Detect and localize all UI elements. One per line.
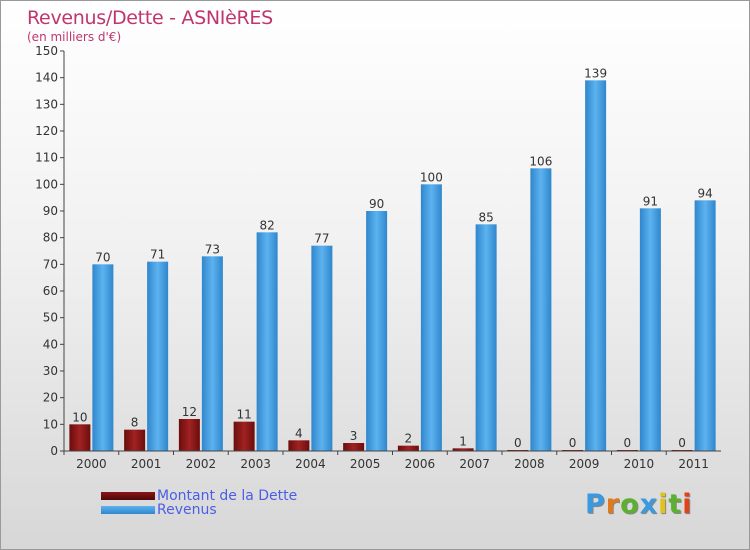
y-tick-label: 110 <box>35 151 58 165</box>
bar-revenus <box>201 256 223 451</box>
logo-letter: i <box>658 489 669 520</box>
x-tick-label: 2002 <box>186 457 217 471</box>
y-tick-label: 10 <box>43 417 58 431</box>
data-label-revenus: 70 <box>95 250 110 264</box>
bar-dette <box>178 419 200 451</box>
y-tick-label: 20 <box>43 391 58 405</box>
x-tick-label: 2003 <box>240 457 271 471</box>
logo-letter: o <box>620 489 640 520</box>
data-label-dette: 4 <box>295 426 303 440</box>
bar-revenus <box>585 80 607 451</box>
bar-revenus <box>311 245 333 451</box>
bar-revenus <box>694 200 716 451</box>
data-label-dette: 0 <box>569 436 577 450</box>
bar-revenus <box>256 232 278 451</box>
data-label-dette: 2 <box>405 432 413 446</box>
x-tick-label: 2006 <box>405 457 436 471</box>
data-label-dette: 1 <box>459 434 467 448</box>
bar-dette <box>233 421 255 451</box>
data-label-revenus: 71 <box>150 248 165 262</box>
proxiti-logo: Proxiti <box>585 489 693 520</box>
x-tick-label: 2010 <box>624 457 655 471</box>
data-label-revenus: 94 <box>697 186 712 200</box>
y-axis: 0 10 20 30 40 50 60 70 80 90 100 110 120 130 140 150 <box>35 44 65 458</box>
data-label-dette: 12 <box>182 405 197 419</box>
data-label-revenus: 106 <box>529 154 552 168</box>
y-tick-label: 140 <box>35 71 58 85</box>
y-tick-label: 120 <box>35 124 58 138</box>
x-axis: 2000 2001 2002 2003 2004 2005 2006 2007 2008 2009… <box>63 450 721 471</box>
y-tick-label: 50 <box>43 311 58 325</box>
data-label-revenus: 73 <box>205 242 220 256</box>
x-tick-label: 2000 <box>76 457 107 471</box>
data-label-dette: 11 <box>236 408 251 422</box>
y-tick-label: 90 <box>43 204 58 218</box>
y-tick-label: 60 <box>43 284 58 298</box>
data-label-revenus: 139 <box>584 66 607 80</box>
logo-letter: t <box>668 489 683 520</box>
legend-swatch-dette <box>101 492 155 500</box>
data-label-dette: 0 <box>678 436 686 450</box>
bar-revenus <box>475 224 497 451</box>
y-tick-label: 40 <box>43 337 58 351</box>
y-tick-label: 150 <box>35 44 58 58</box>
legend-label-revenus: Revenus <box>157 502 217 518</box>
logo-letter: P <box>585 489 606 520</box>
data-label-dette: 10 <box>72 410 87 424</box>
data-label-dette: 0 <box>624 436 632 450</box>
x-tick-label: 2011 <box>678 457 709 471</box>
logo-letter: r <box>605 489 621 520</box>
data-label-revenus: 77 <box>314 232 329 246</box>
data-label-revenus: 82 <box>259 218 274 232</box>
bar-revenus <box>366 211 388 451</box>
x-tick-label: 2004 <box>295 457 326 471</box>
data-label-revenus: 90 <box>369 197 384 211</box>
legend-swatch-revenus <box>101 506 155 514</box>
y-tick-label: 30 <box>43 364 58 378</box>
bar-revenus <box>530 168 552 452</box>
y-tick-label: 0 <box>50 444 58 458</box>
bar-dette <box>69 424 91 451</box>
x-tick-label: 2005 <box>350 457 381 471</box>
legend-label-dette: Montant de la Dette <box>157 488 298 504</box>
y-tick-label: 70 <box>43 257 58 271</box>
bar-dette <box>343 443 365 451</box>
bar-dette <box>124 429 146 451</box>
logo-letter: x <box>639 489 659 520</box>
bar-revenus <box>147 261 169 451</box>
bars: 10 70 8 71 12 73 11 82 4 77 3 90 2 100 1 85 0 106 0 139 0 91 0… <box>69 66 716 452</box>
logo-letter: i <box>682 489 693 520</box>
bar-revenus <box>639 208 661 451</box>
chart-subtitle: (en milliers d'€) <box>27 30 122 44</box>
bar-revenus <box>92 264 114 451</box>
data-label-revenus: 91 <box>643 194 658 208</box>
y-tick-label: 100 <box>35 177 58 191</box>
data-label-dette: 3 <box>350 429 358 443</box>
x-tick-label: 2007 <box>459 457 490 471</box>
x-tick-label: 2001 <box>131 457 162 471</box>
data-label-revenus: 100 <box>420 170 443 184</box>
data-label-dette: 0 <box>514 436 522 450</box>
bar-dette <box>397 445 419 451</box>
bar-dette <box>288 440 310 451</box>
x-tick-label: 2008 <box>514 457 545 471</box>
bar-dette <box>452 448 474 451</box>
data-label-revenus: 85 <box>478 210 493 224</box>
bar-revenus <box>420 184 442 452</box>
x-tick-label: 2009 <box>569 457 600 471</box>
chart-title: Revenus/Dette - ASNIèRES <box>27 7 273 29</box>
y-tick-label: 80 <box>43 231 58 245</box>
data-label-dette: 8 <box>131 416 139 430</box>
y-tick-label: 130 <box>35 97 58 111</box>
